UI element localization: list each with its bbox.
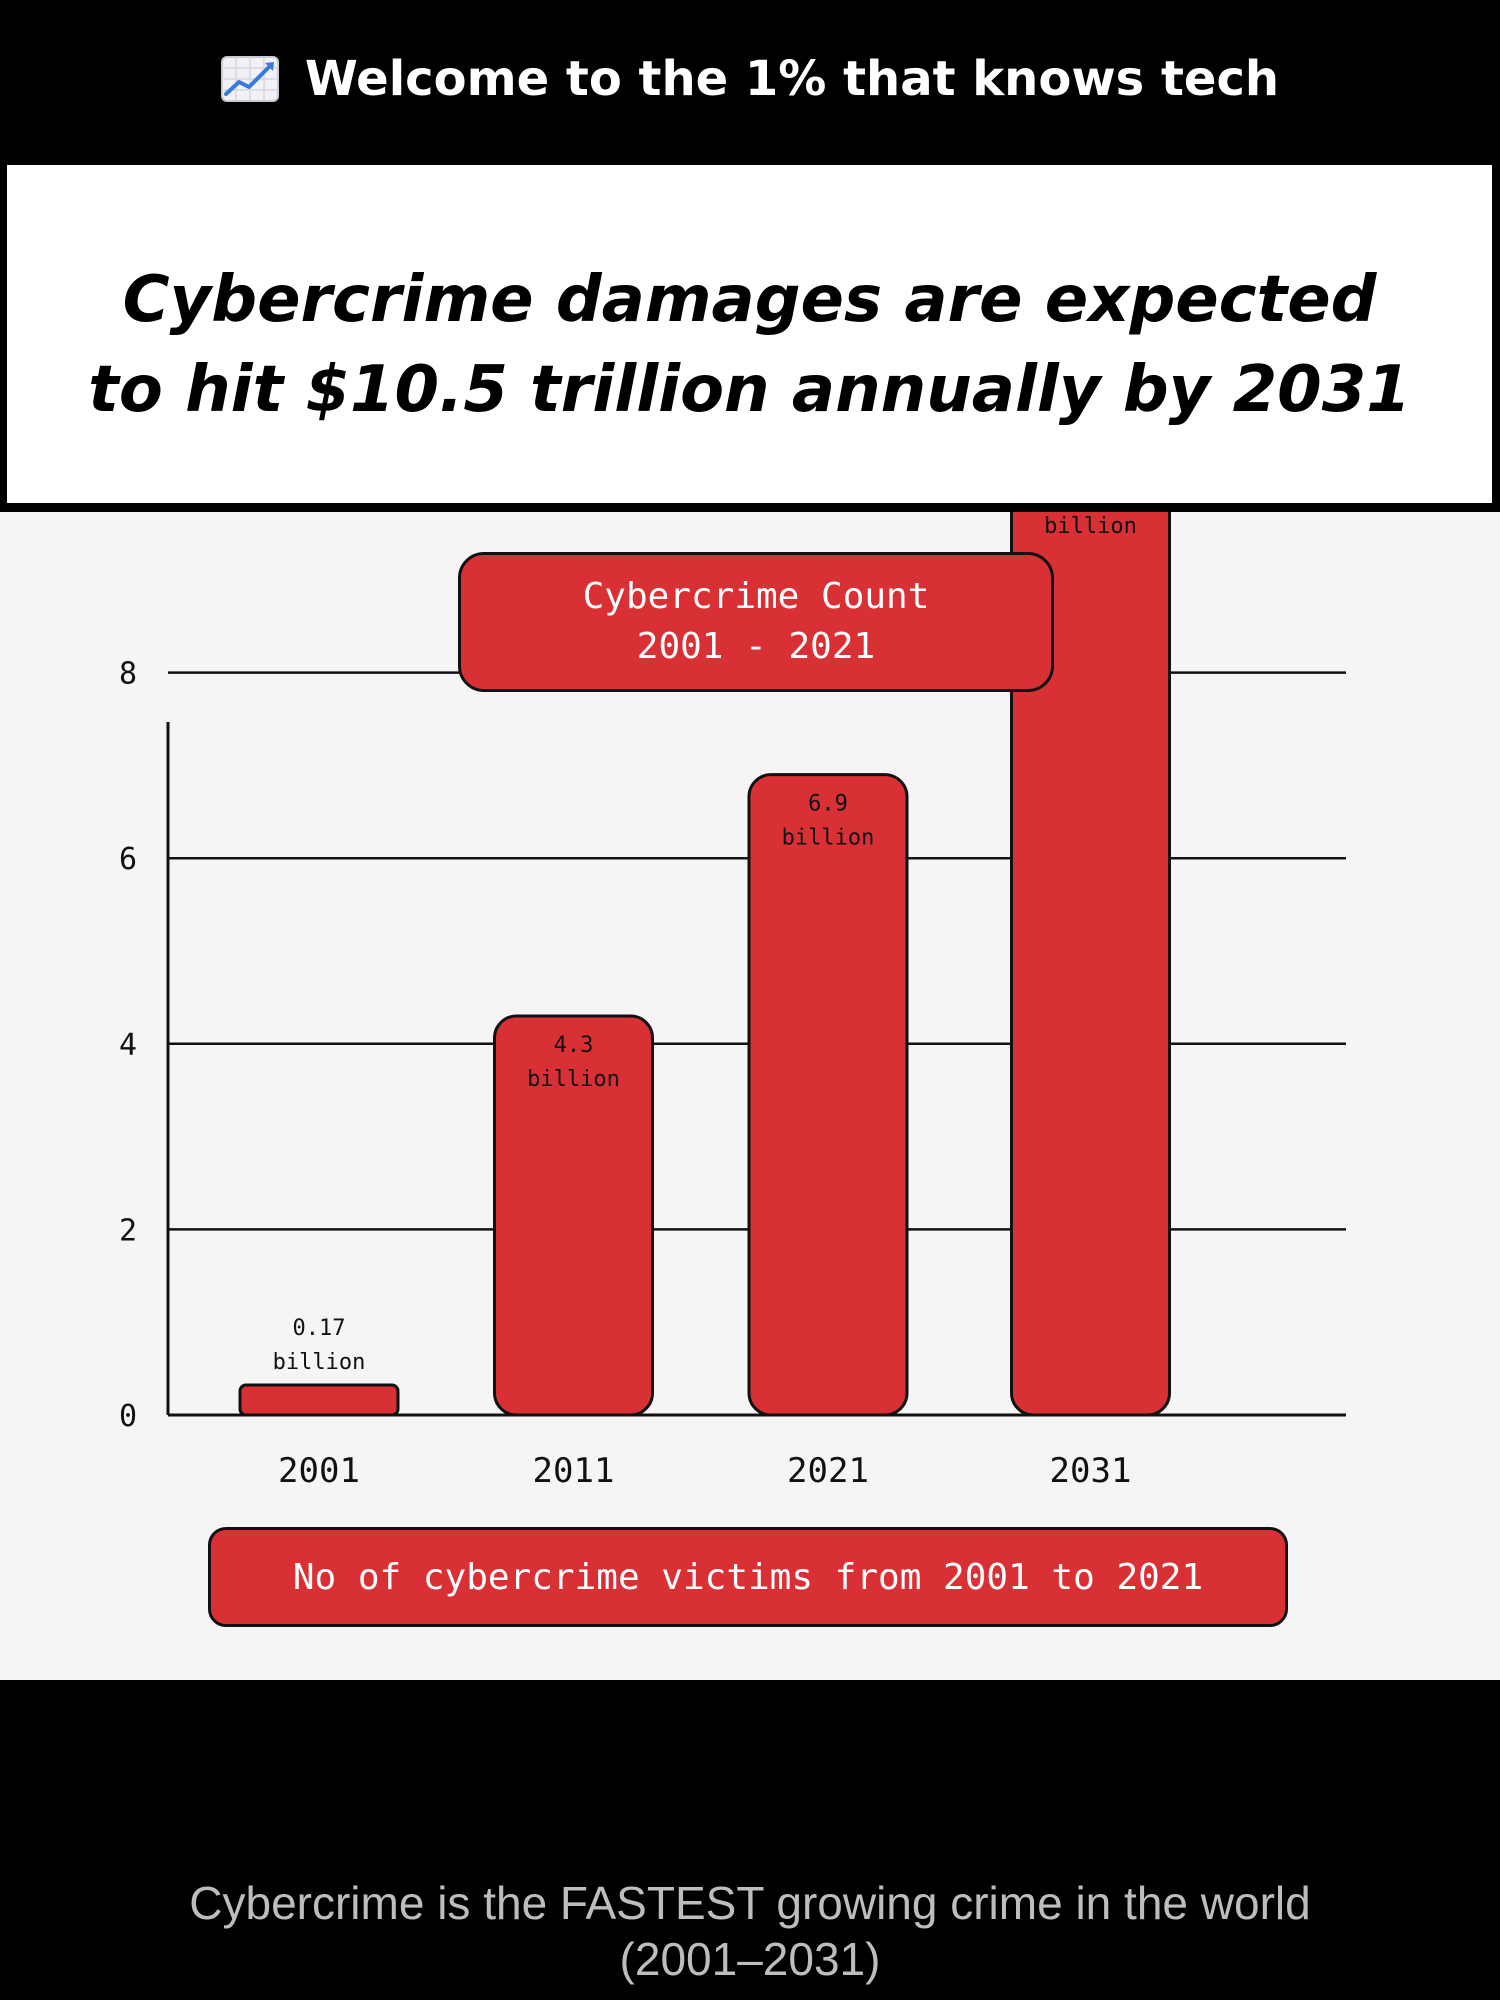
caption-line-2: (2001–2031) — [619, 1933, 881, 1985]
y-tick-label: 8 — [119, 657, 137, 692]
x-axis-label: No of cybercrime victims from 2001 to 20… — [292, 1556, 1204, 1598]
bar-2031 — [1010, 512, 1171, 1417]
chart-increasing-icon — [220, 56, 279, 102]
y-tick-label: 6 — [119, 842, 137, 877]
data-label-unit: billion — [273, 1350, 366, 1375]
chart-title-box: Cybercrime Count 2001 - 2021 — [458, 552, 1054, 692]
headline-box: Cybercrime damages are expected to hit $… — [7, 165, 1492, 503]
bar-chart: 0246810120.17billion20014.3billion20116.… — [119, 512, 1346, 1491]
x-tick-label: 2031 — [1050, 1451, 1132, 1491]
y-tick-label: 0 — [119, 1399, 137, 1434]
headline: Cybercrime damages are expected to hit $… — [7, 255, 1492, 435]
caption-line-1: Cybercrime is the FASTEST growing crime … — [189, 1877, 1311, 1929]
x-tick-label: 2001 — [278, 1451, 360, 1491]
chart-title: Cybercrime Count — [582, 576, 930, 617]
banner-text: Welcome to the 1% that knows tech — [304, 51, 1280, 107]
y-tick-label: 2 — [119, 1213, 137, 1248]
data-label-unit: billion — [1044, 514, 1137, 539]
bar-2021 — [747, 773, 909, 1417]
data-label-unit: billion — [527, 1067, 620, 1092]
x-tick-label: 2021 — [787, 1451, 869, 1491]
data-label-value: 0.17 — [293, 1316, 346, 1341]
x-tick-label: 2011 — [533, 1451, 615, 1491]
chart-area: 0246810120.17billion20014.3billion20116.… — [0, 512, 1500, 1680]
chart-subtitle: 2001 - 2021 — [636, 626, 876, 667]
bar-2011 — [493, 1014, 654, 1417]
y-tick-label: 4 — [119, 1028, 137, 1063]
footer-caption: Cybercrime is the FASTEST growing crime … — [0, 1875, 1500, 1987]
bar-2001 — [238, 1383, 400, 1417]
data-label-value: 6.9 — [808, 792, 848, 817]
top-banner: Welcome to the 1% that knows tech — [0, 0, 1500, 158]
x-axis-label-box: No of cybercrime victims from 2001 to 20… — [208, 1527, 1288, 1627]
data-label-value: 4.3 — [554, 1033, 594, 1058]
data-label-unit: billion — [782, 826, 875, 851]
headline-line-1: Cybercrime damages are expected — [122, 263, 1377, 337]
headline-line-2: to hit $10.5 trillion annually by 2031 — [88, 353, 1411, 427]
footer: Cybercrime is the FASTEST growing crime … — [0, 1680, 1500, 2000]
